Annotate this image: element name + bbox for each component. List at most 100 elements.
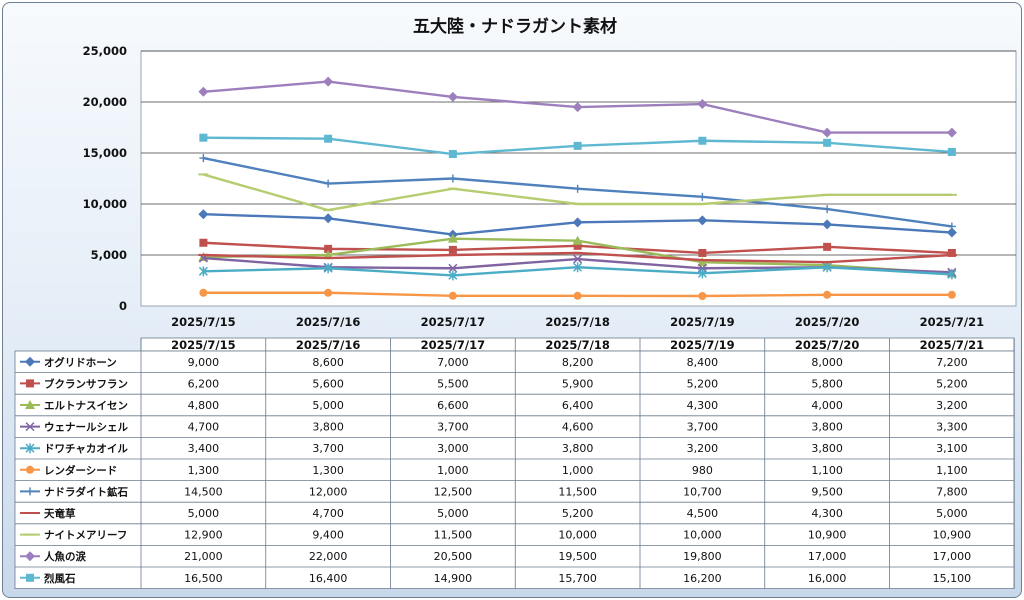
table-cell-value: 6,600	[437, 399, 469, 412]
diamond-marker	[572, 102, 583, 113]
series-7	[199, 154, 956, 231]
data-table: 2025/7/15 2025/7/16 2025/7/17 2025/7/18 2025…	[14, 337, 1015, 590]
data-point	[698, 192, 707, 201]
table-cell-value: 1,300	[188, 464, 220, 477]
data-point	[697, 257, 708, 267]
table-cell-value: 1,300	[312, 464, 344, 477]
data-point	[947, 222, 956, 231]
table-cell-value: 9,400	[312, 529, 344, 542]
table-cell-value: 21,000	[184, 550, 223, 563]
data-point	[448, 245, 457, 254]
chart-title: 五大陸・ナドラガント素材	[413, 16, 617, 37]
data-point	[698, 136, 707, 145]
table-cell-value: 11,500	[558, 485, 597, 498]
table-cell-value: 5,500	[437, 377, 469, 390]
table-cell-value: 20,500	[434, 550, 473, 563]
line-chart: 五大陸・ナドラガント素材 0 5,000 10,000 15,000 20,000 25,…	[14, 16, 1017, 590]
star-marker	[25, 443, 35, 454]
data-point	[823, 242, 832, 251]
series-11	[199, 133, 956, 159]
square-marker	[823, 138, 832, 147]
data-point	[448, 270, 458, 281]
data-point	[572, 102, 583, 113]
table-cell-value: 6,200	[188, 377, 220, 390]
table-cell-value: 5,000	[936, 507, 968, 520]
table-cell-value: 3,800	[562, 442, 594, 455]
diamond-marker	[697, 215, 708, 226]
table-cell-value: 4,800	[188, 399, 220, 412]
x-tick-label: 2025/7/16	[296, 315, 360, 329]
star-marker	[822, 262, 832, 273]
series-lines	[198, 76, 957, 301]
data-point	[946, 127, 957, 138]
table-header-date: 2025/7/16	[296, 338, 360, 352]
diamond-marker	[946, 227, 957, 238]
triangle-marker	[447, 233, 458, 243]
star-marker	[573, 262, 583, 273]
table-cell-value: 5,600	[312, 377, 344, 390]
diamond-marker	[25, 551, 35, 562]
table-cell-value: 3,800	[811, 421, 843, 434]
legend-key	[20, 487, 40, 496]
data-point	[573, 141, 582, 150]
x-tick-label: 2025/7/19	[670, 315, 734, 329]
data-point	[573, 241, 582, 250]
table-cell-value: 15,700	[558, 572, 597, 585]
series-name: 烈風石	[44, 572, 76, 585]
data-point	[823, 205, 832, 214]
table-cell-value: 4,500	[687, 507, 719, 520]
square-marker	[947, 248, 956, 257]
data-point	[198, 266, 208, 277]
data-point	[573, 254, 583, 264]
legend-key	[20, 465, 40, 474]
data-point	[323, 213, 334, 224]
diamond-marker	[323, 76, 334, 87]
data-point	[697, 99, 708, 110]
table-cell-value: 3,200	[936, 399, 968, 412]
square-marker	[26, 573, 34, 582]
data-point	[199, 238, 208, 247]
diamond-marker	[447, 91, 458, 102]
table-cell-value: 10,900	[808, 529, 847, 542]
table-cell-value: 17,000	[933, 550, 972, 563]
data-point	[698, 248, 707, 257]
data-point	[447, 233, 458, 243]
table-cell-value: 3,700	[687, 421, 719, 434]
series-name: レンダーシード	[44, 464, 117, 477]
table-cell-value: 12,000	[309, 485, 348, 498]
table-body	[14, 350, 1015, 590]
data-point	[198, 86, 209, 97]
square-marker	[324, 244, 333, 253]
table-cell-value: 3,000	[437, 442, 469, 455]
table-cell-value: 1,000	[562, 464, 594, 477]
circle-marker	[448, 291, 457, 300]
square-marker	[448, 245, 457, 254]
table-cell-value: 7,800	[936, 485, 968, 498]
series-9	[198, 173, 957, 212]
star-marker	[448, 270, 458, 281]
table-cell-value: 16,500	[184, 572, 223, 585]
circle-marker	[573, 291, 582, 300]
y-tick-label: 20,000	[83, 95, 127, 109]
x-marker	[25, 422, 35, 432]
table-cell-value: 6,400	[562, 399, 594, 412]
table-cell-value: 10,700	[683, 485, 722, 498]
table-header-date: 2025/7/20	[795, 338, 859, 352]
data-point	[822, 262, 832, 273]
series-8	[198, 251, 957, 264]
circle-marker	[26, 465, 34, 474]
table-cell-value: 5,000	[188, 507, 220, 520]
data-point	[698, 292, 707, 301]
triangle-marker	[572, 235, 583, 245]
table-cell-value: 1,100	[811, 464, 843, 477]
legend-key	[20, 573, 40, 582]
data-point	[573, 291, 582, 300]
table-cell-value: 3,100	[936, 442, 968, 455]
diamond-marker	[323, 213, 334, 224]
diamond-marker	[25, 356, 35, 367]
y-axis-ticks: 0 5,000 10,000 15,000 20,000 25,000	[83, 44, 127, 313]
x-tick-label: 2025/7/18	[545, 315, 609, 329]
data-point	[199, 288, 208, 297]
table-cell-value: 9,000	[188, 356, 220, 369]
table-header-date: 2025/7/15	[171, 338, 235, 352]
